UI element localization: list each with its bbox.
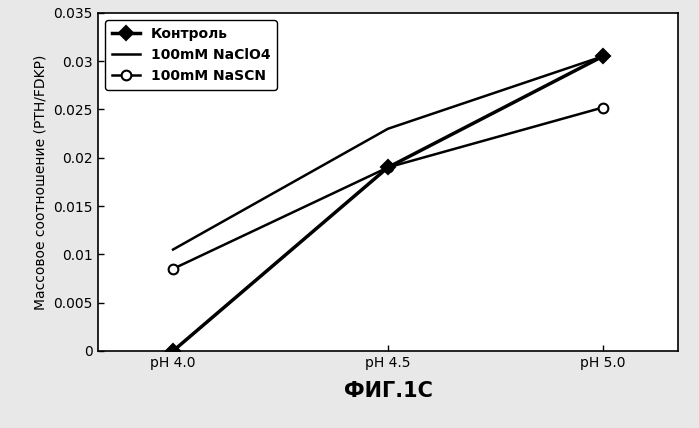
Line: 100mM NaClO4: 100mM NaClO4	[173, 56, 603, 250]
Контроль	[169, 348, 178, 354]
Line: 100mM NaSCN: 100mM NaSCN	[168, 103, 607, 274]
Legend: Контроль, 100mM NaClO4, 100mM NaSCN: Контроль, 100mM NaClO4, 100mM NaSCN	[105, 20, 278, 89]
100mM NaSCN	[598, 105, 607, 110]
100mM NaSCN	[384, 165, 392, 170]
Контроль	[598, 54, 607, 59]
100mM NaClO4	[169, 247, 178, 252]
100mM NaClO4	[598, 54, 607, 59]
Контроль	[384, 165, 392, 170]
X-axis label: ФИГ.1C: ФИГ.1C	[343, 381, 433, 401]
Line: Контроль: Контроль	[168, 51, 607, 356]
100mM NaSCN	[169, 266, 178, 271]
100mM NaClO4	[384, 126, 392, 131]
Y-axis label: Массовое соотношение (PTH/FDKP): Массовое соотношение (PTH/FDKP)	[34, 54, 48, 309]
